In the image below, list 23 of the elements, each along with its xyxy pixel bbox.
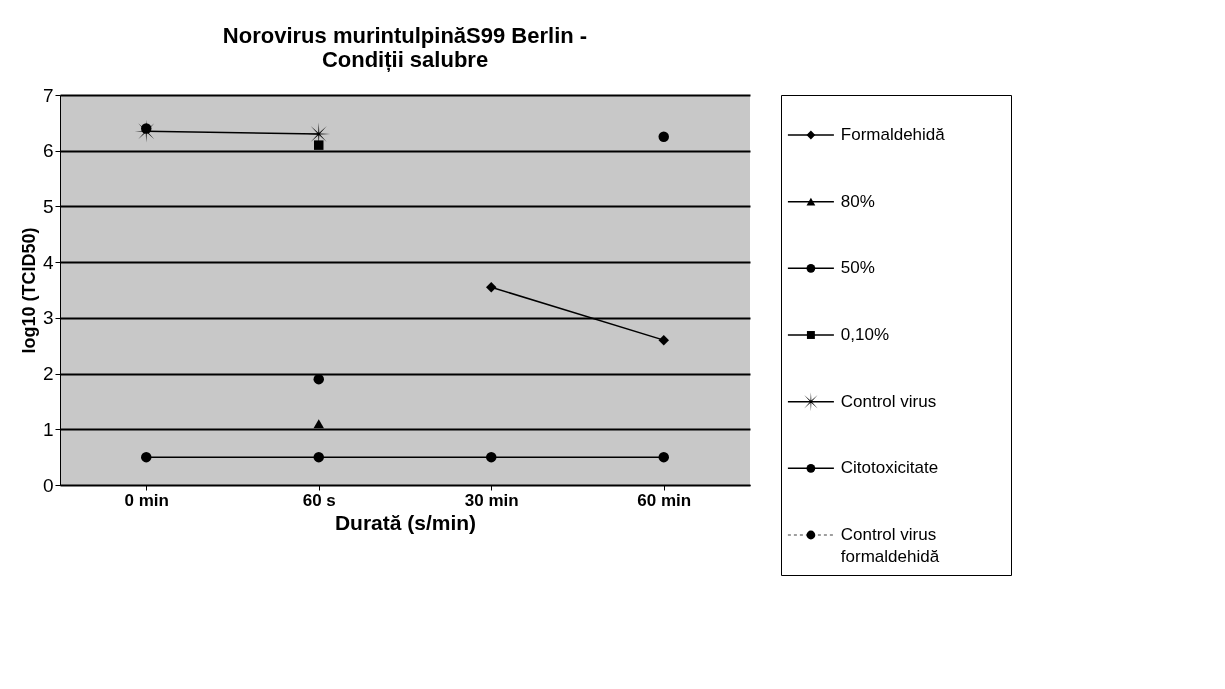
y-tick-label: 5 bbox=[42, 195, 54, 217]
legend-label: 80% bbox=[840, 191, 875, 211]
x-tick-label: 30 min bbox=[464, 490, 519, 510]
y-tick-label: 1 bbox=[42, 418, 54, 440]
x-tick-label: 0 min bbox=[124, 490, 169, 510]
y-tick-label: 4 bbox=[42, 251, 54, 273]
legend-label: Control virus formaldehidă bbox=[840, 525, 940, 566]
x-tick-label: 60 min bbox=[637, 490, 692, 510]
y-tick-label: 2 bbox=[42, 363, 54, 385]
y-tick-label: 6 bbox=[42, 140, 54, 162]
y-tick-label: 7 bbox=[42, 84, 54, 106]
y-tick-label: 0 bbox=[42, 474, 54, 496]
x-tick-label: 60 s bbox=[302, 490, 336, 510]
legend-label: Control virus bbox=[840, 391, 937, 411]
legend-label: 50% bbox=[840, 258, 875, 278]
legend-label: 0,10% bbox=[840, 325, 889, 344]
text: Norovirus murintulpinăS99 Berlin - bbox=[222, 23, 588, 48]
y-tick-label: 3 bbox=[42, 307, 54, 329]
legend-label: Formaldehidă bbox=[840, 125, 946, 144]
text: Condiții salubre bbox=[321, 47, 489, 72]
y-axis-title: log10 (TCID50) bbox=[18, 227, 39, 354]
legend-label: Citotoxicitate bbox=[840, 458, 939, 478]
x-axis-title: Durată (s/min) bbox=[334, 510, 477, 534]
